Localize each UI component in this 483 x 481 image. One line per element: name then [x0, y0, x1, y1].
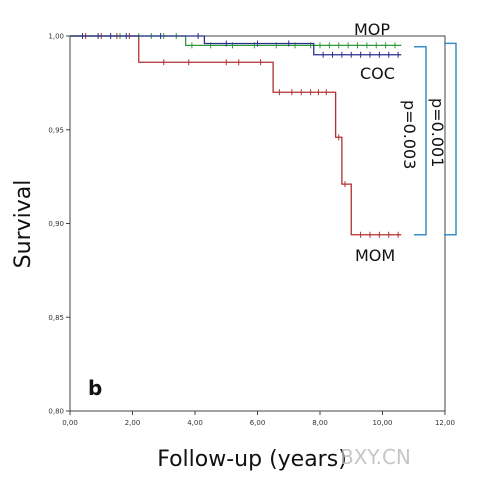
series-label-coc: COC	[360, 64, 395, 83]
x-tick-label: 2,00	[125, 419, 141, 427]
pvalue-label-mop-mom: p=0.001	[428, 98, 447, 167]
y-tick-label: 0,80	[48, 408, 64, 416]
x-tick-label: 10,00	[372, 419, 392, 427]
y-tick-label: 0,85	[48, 314, 64, 322]
x-axis-title: Follow-up (years)	[157, 447, 347, 472]
pvalue-label-coc-mom: p=0.003	[400, 100, 419, 169]
panel-letter: b	[88, 376, 102, 400]
y-axis-title: Survival	[11, 180, 36, 269]
series-layer	[70, 33, 402, 238]
y-tick-label: 0,90	[48, 220, 64, 228]
series-label-mop: MOP	[354, 20, 390, 39]
y-tick-label: 1,00	[48, 33, 64, 41]
x-tick-label: 8,00	[312, 419, 328, 427]
x-axis-ticks: 0,00 2,00 4,00 6,00 8,00 10,00 12,00	[62, 411, 455, 427]
x-tick-label: 0,00	[62, 419, 78, 427]
series-line-coc	[70, 35, 402, 56]
pvalue-brackets	[414, 42, 457, 236]
bracket-coc-mom	[414, 46, 427, 236]
x-tick-label: 4,00	[187, 419, 203, 427]
series-line-mom	[70, 35, 402, 236]
y-axis-ticks: 0,80 0,85 0,90 0,95 1,00	[48, 33, 70, 416]
bracket-mop-mom	[444, 42, 457, 236]
y-tick-label: 0,95	[48, 126, 64, 134]
watermark-text: BXY.CN	[340, 445, 411, 469]
series-label-mom: MOM	[355, 246, 395, 265]
plot-area	[69, 35, 446, 412]
x-tick-label: 6,00	[250, 419, 266, 427]
x-tick-label: 12,00	[435, 419, 455, 427]
